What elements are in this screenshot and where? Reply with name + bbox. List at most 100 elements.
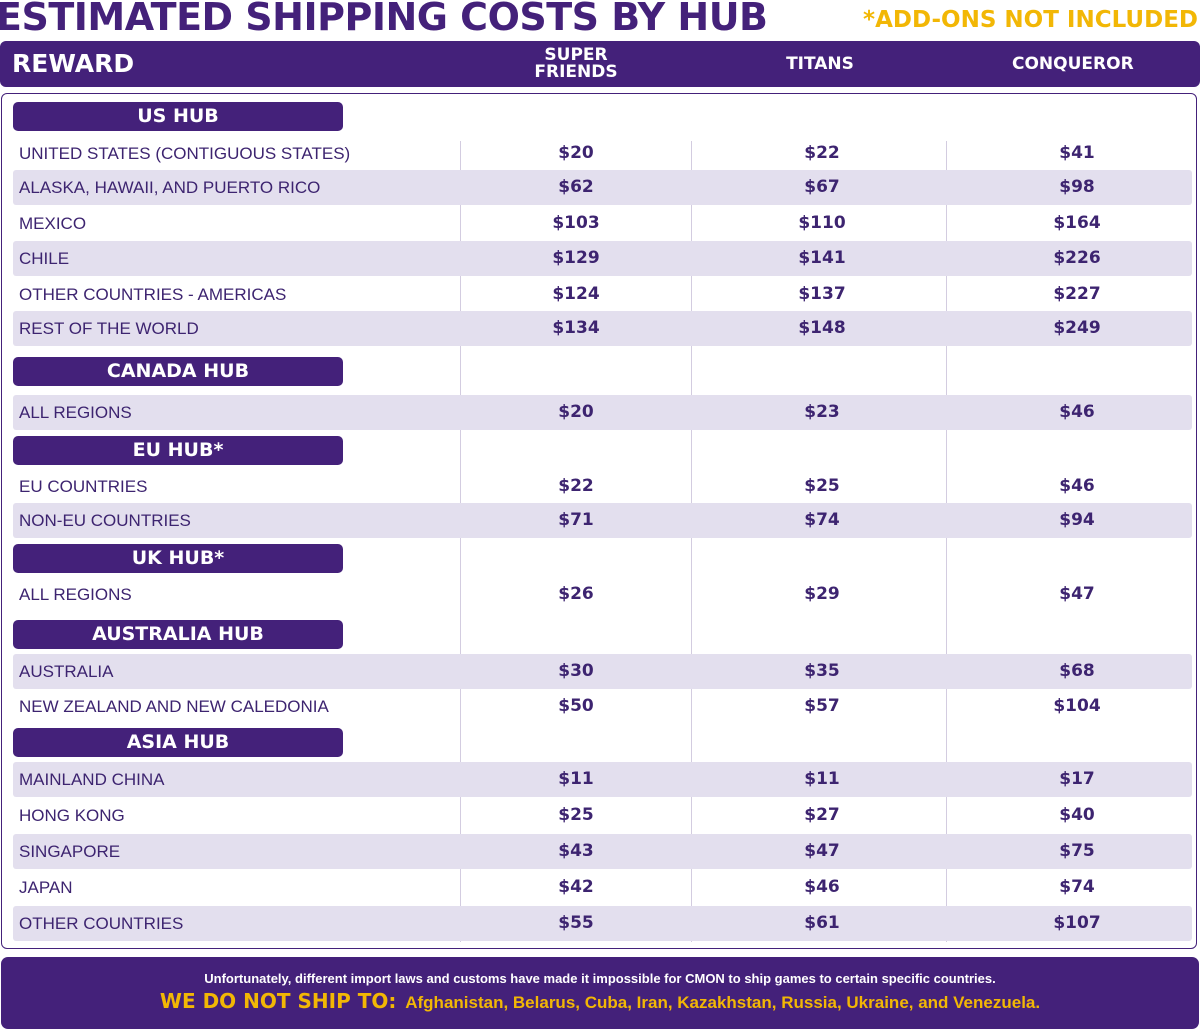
restriction-explanation: Unfortunately, different import laws and… <box>204 971 996 986</box>
no-ship-label: WE DO NOT SHIP TO <box>159 989 389 1013</box>
price-cell: $41 <box>1059 143 1095 163</box>
price-cell: $249 <box>1053 318 1101 338</box>
region-label: MAINLAND CHINA <box>19 770 165 789</box>
price-cell: $103 <box>552 213 600 233</box>
table-row: REST OF THE WORLD $134 $148 $249 <box>13 311 1192 346</box>
table-row: JAPAN $42 $46 $74 <box>13 870 1192 905</box>
region-label: ALL REGIONS <box>19 585 132 604</box>
hub-header: ASIA HUB <box>13 728 343 757</box>
region-label: REST OF THE WORLD <box>19 319 199 338</box>
price-cell: $55 <box>558 913 594 933</box>
region-label: ALL REGIONS <box>19 403 132 422</box>
region-label: EU COUNTRIES <box>19 477 148 496</box>
column-header-conqueror: CONQUEROR <box>1012 53 1134 74</box>
shipping-restrictions-footer: Unfortunately, different import laws and… <box>1 957 1199 1029</box>
price-cell: $71 <box>558 510 594 530</box>
no-ship-line: WE DO NOT SHIP TO: Afghanistan, Belarus,… <box>159 989 1041 1013</box>
price-cell: $20 <box>558 143 594 163</box>
price-cell: $75 <box>1059 841 1095 861</box>
column-divider <box>946 141 947 942</box>
table-header: REWARD SUPER FRIENDS TITANS CONQUEROR <box>0 41 1200 87</box>
price-cell: $46 <box>1059 402 1095 422</box>
price-cell: $94 <box>1059 510 1095 530</box>
region-label: MEXICO <box>19 214 87 233</box>
price-cell: $50 <box>558 696 594 716</box>
add-ons-note: *ADD-ONS NOT INCLUDED <box>863 7 1198 33</box>
price-cell: $27 <box>804 805 840 825</box>
price-cell: $129 <box>552 248 600 268</box>
price-cell: $137 <box>798 284 846 304</box>
region-label: HONG KONG <box>19 806 125 825</box>
column-header-titans: TITANS <box>786 53 854 74</box>
region-label: ALASKA, HAWAII, AND PUERTO RICO <box>19 178 321 197</box>
price-cell: $68 <box>1059 661 1095 681</box>
table-row: NON-EU COUNTRIES $71 $74 $94 <box>13 503 1192 538</box>
column-divider <box>691 141 692 942</box>
region-label: SINGAPORE <box>19 842 121 861</box>
price-cell: $141 <box>798 248 846 268</box>
price-cell: $107 <box>1053 913 1101 933</box>
price-cell: $227 <box>1053 284 1101 304</box>
price-cell: $42 <box>558 877 594 897</box>
price-cell: $61 <box>804 913 840 933</box>
table-row: AUSTRALIA $30 $35 $68 <box>13 654 1192 689</box>
column-header-super-friends: SUPER FRIENDS <box>534 45 618 82</box>
price-cell: $98 <box>1059 177 1095 197</box>
price-cell: $17 <box>1059 769 1095 789</box>
table-row: MEXICO $103 $110 $164 <box>13 206 1192 241</box>
region-label: CHILE <box>19 249 70 268</box>
price-cell: $134 <box>552 318 600 338</box>
price-cell: $47 <box>804 841 840 861</box>
hub-header: AUSTRALIA HUB <box>13 620 343 649</box>
hub-header: UK HUB* <box>13 544 343 573</box>
region-label: AUSTRALIA <box>19 662 114 681</box>
price-cell: $35 <box>804 661 840 681</box>
price-cell: $110 <box>798 213 846 233</box>
hub-header: EU HUB* <box>13 436 343 465</box>
table-row: OTHER COUNTRIES - AMERICAS $124 $137 $227 <box>13 277 1192 312</box>
price-cell: $46 <box>1059 476 1095 496</box>
price-cell: $67 <box>804 177 840 197</box>
table-row: UNITED STATES (CONTIGUOUS STATES) $20 $22 $… <box>13 136 1192 171</box>
table-row: ALASKA, HAWAII, AND PUERTO RICO $62 $67 $98 <box>13 170 1192 205</box>
table-row: EU COUNTRIES $22 $25 $46 <box>13 469 1192 504</box>
price-cell: $46 <box>804 877 840 897</box>
price-cell: $226 <box>1053 248 1101 268</box>
price-cell: $11 <box>804 769 840 789</box>
price-cell: $30 <box>558 661 594 681</box>
reward-header: REWARD <box>12 49 135 78</box>
region-label: JAPAN <box>19 878 73 897</box>
price-cell: $43 <box>558 841 594 861</box>
region-label: OTHER COUNTRIES - AMERICAS <box>19 285 287 304</box>
table-row: OTHER COUNTRIES $55 $61 $107 <box>13 906 1192 941</box>
price-cell: $57 <box>804 696 840 716</box>
price-cell: $25 <box>804 476 840 496</box>
region-label: OTHER COUNTRIES <box>19 914 184 933</box>
table-row: SINGAPORE $43 $47 $75 <box>13 834 1192 869</box>
page-title: ESTIMATED SHIPPING COSTS BY HUB <box>0 0 768 39</box>
table-row: HONG KONG $25 $27 $40 <box>13 798 1192 833</box>
price-cell: $124 <box>552 284 600 304</box>
price-cell: $29 <box>804 584 840 604</box>
table-row: CHILE $129 $141 $226 <box>13 241 1192 276</box>
table-row: MAINLAND CHINA $11 $11 $17 <box>13 762 1192 797</box>
price-cell: $164 <box>1053 213 1101 233</box>
price-cell: $23 <box>804 402 840 422</box>
table-row: ALL REGIONS $26 $29 $47 <box>13 577 1192 612</box>
region-label: NEW ZEALAND AND NEW CALEDONIA <box>19 697 329 716</box>
region-label: UNITED STATES (CONTIGUOUS STATES) <box>19 144 351 163</box>
price-cell: $26 <box>558 584 594 604</box>
shipping-table <box>1 93 1197 949</box>
price-cell: $20 <box>558 402 594 422</box>
price-cell: $47 <box>1059 584 1095 604</box>
column-divider <box>460 141 461 942</box>
price-cell: $22 <box>558 476 594 496</box>
price-cell: $11 <box>558 769 594 789</box>
price-cell: $104 <box>1053 696 1101 716</box>
price-cell: $148 <box>798 318 846 338</box>
hub-header: US HUB <box>13 102 343 131</box>
price-cell: $74 <box>1059 877 1095 897</box>
region-label: NON-EU COUNTRIES <box>19 511 191 530</box>
price-cell: $40 <box>1059 805 1095 825</box>
no-ship-countries: Afghanistan, Belarus, Cuba, Iran, Kazakh… <box>405 993 1041 1012</box>
